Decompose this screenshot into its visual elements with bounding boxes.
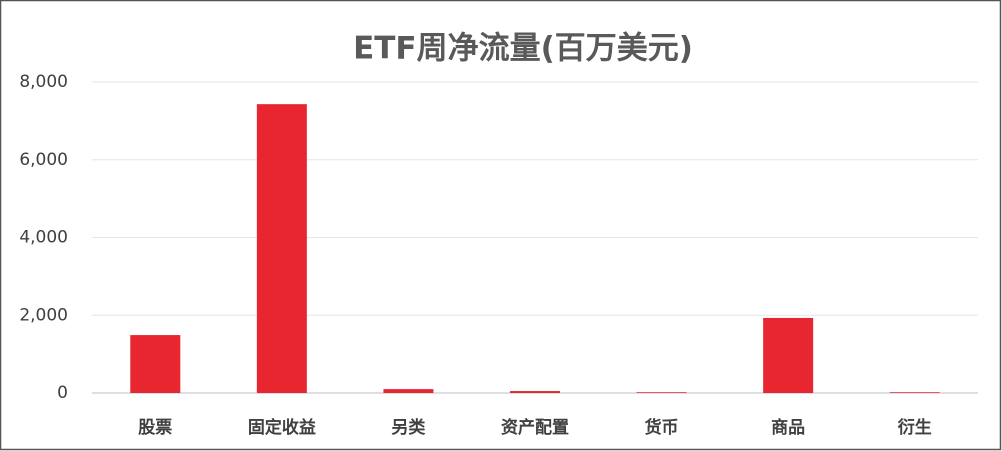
x-tick-label: 资产配置: [501, 417, 569, 438]
x-tick-label: 商品: [771, 417, 805, 438]
y-tick-label: 2,000: [19, 305, 68, 325]
x-tick-label: 固定收益: [248, 417, 316, 438]
x-tick-label: 股票: [138, 418, 172, 438]
bar: [256, 104, 307, 393]
bar: [383, 389, 434, 393]
bar: [510, 391, 560, 393]
bar: [763, 317, 814, 393]
y-tick-label: 0: [57, 383, 68, 403]
x-tick-label: 另类: [391, 417, 426, 438]
x-tick-label: 货币: [645, 417, 679, 438]
y-tick-label: 4,000: [19, 228, 68, 248]
y-tick-label: 6,000: [19, 150, 68, 170]
bar: [889, 392, 940, 393]
bar: [130, 335, 181, 393]
chart-title: ETF周净流量(百万美元): [353, 31, 693, 67]
y-tick-label: 8,000: [19, 72, 68, 92]
x-tick-label: 衍生: [898, 417, 932, 438]
bar: [636, 392, 687, 393]
